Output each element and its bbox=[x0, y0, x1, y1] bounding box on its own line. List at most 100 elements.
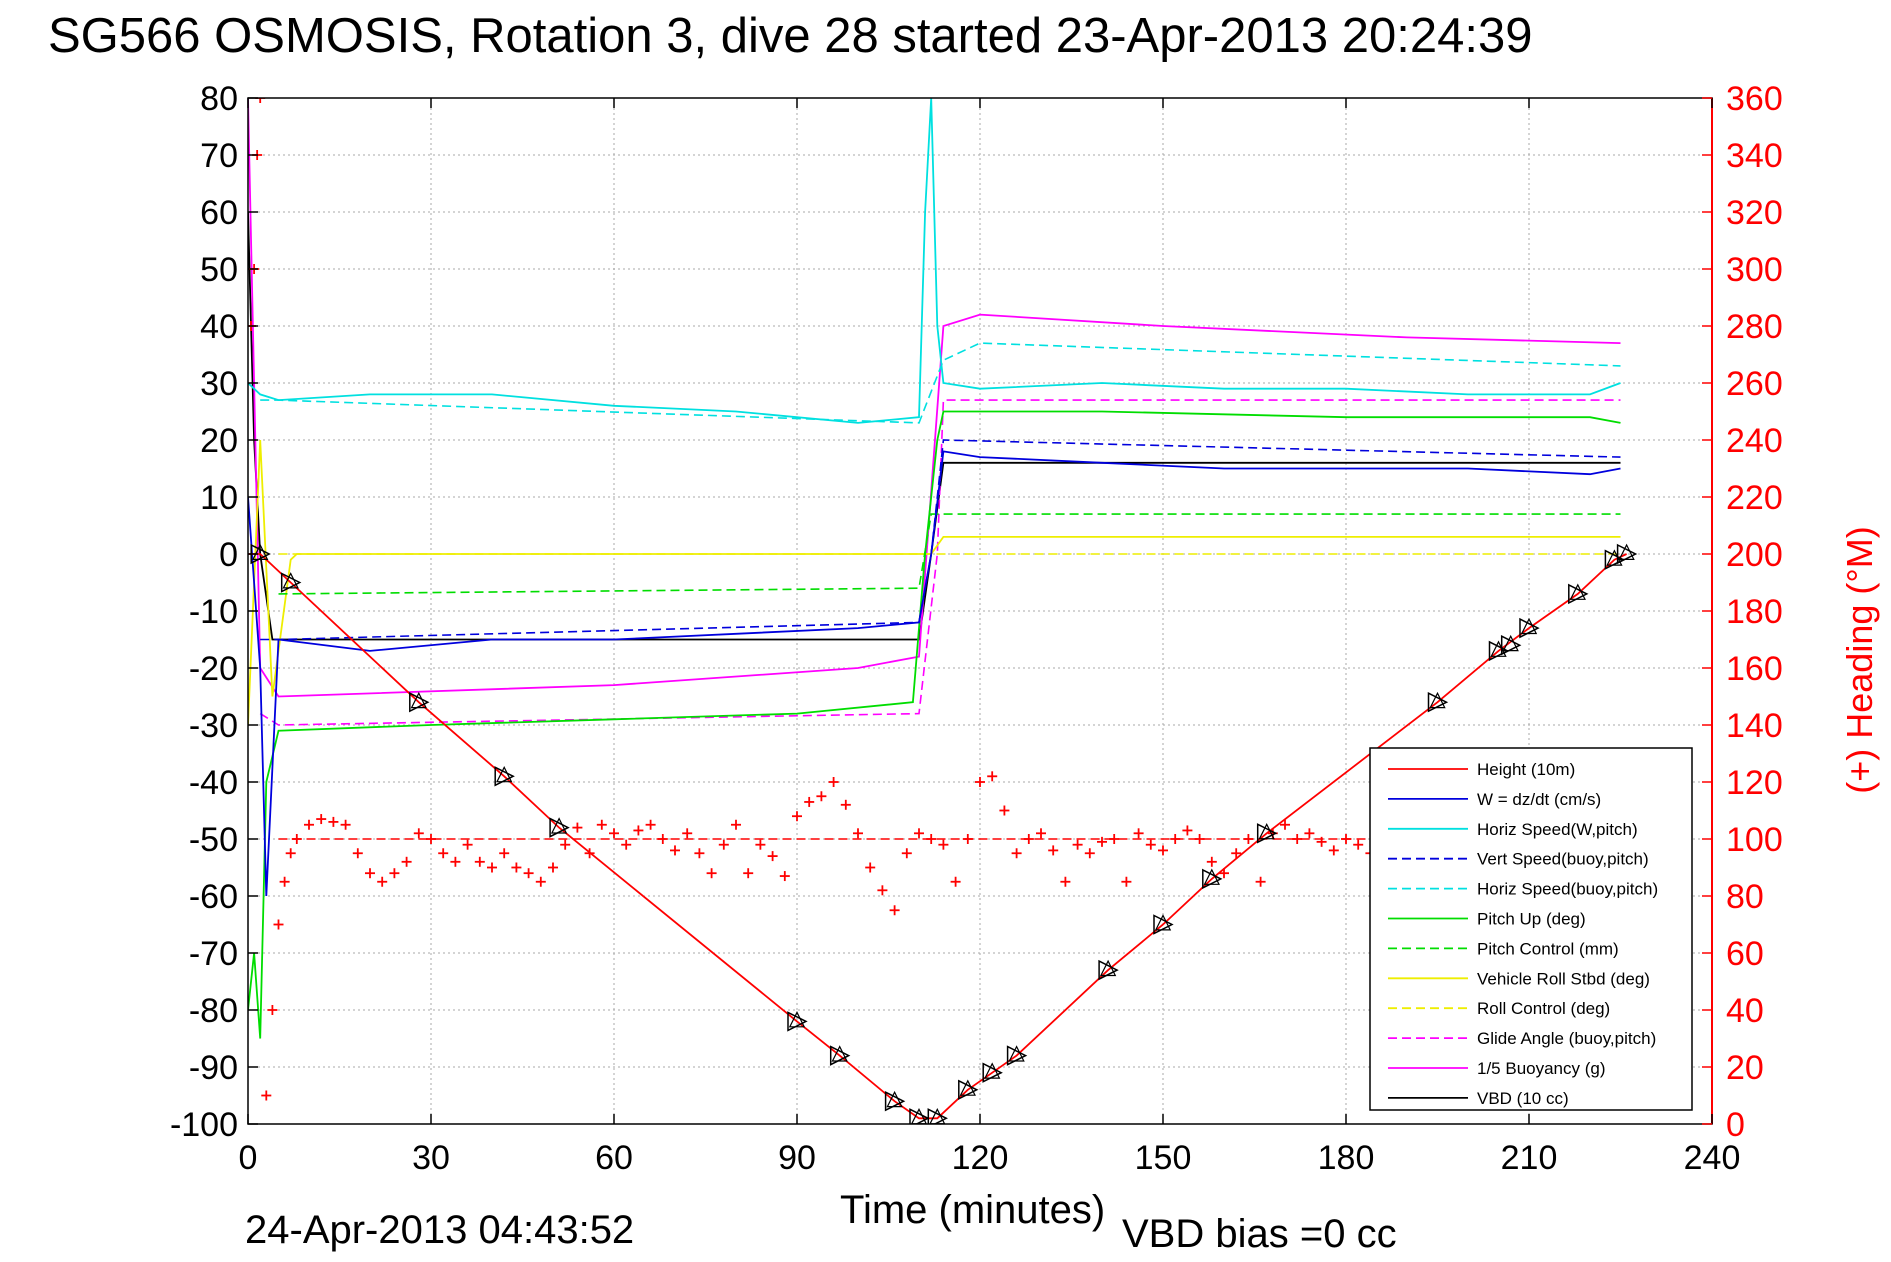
heading-point bbox=[1170, 834, 1181, 844]
x-tick-label: 0 bbox=[239, 1139, 258, 1177]
heading-point bbox=[1316, 836, 1327, 847]
heading-point bbox=[328, 816, 339, 827]
heading-point bbox=[1109, 834, 1120, 844]
heading-point bbox=[901, 848, 912, 859]
legend-box bbox=[1369, 747, 1693, 1111]
right-tick-label: 0 bbox=[1726, 1106, 1745, 1144]
footer-date: 24-Apr-2013 04:43:52 bbox=[245, 1208, 635, 1252]
right-tick-label: 220 bbox=[1726, 479, 1783, 517]
heading-point bbox=[694, 848, 705, 859]
heading-point bbox=[865, 862, 876, 873]
dive-marker bbox=[409, 691, 430, 713]
heading-point bbox=[1011, 848, 1022, 859]
series-w-dz-dt-cm-s bbox=[248, 450, 1621, 897]
right-tick-label: 200 bbox=[1726, 536, 1783, 574]
heading-point bbox=[462, 839, 473, 850]
dive-marker bbox=[1519, 617, 1540, 639]
heading-point bbox=[621, 839, 632, 850]
heading-point bbox=[413, 828, 424, 839]
heading-point bbox=[499, 848, 510, 859]
heading-point bbox=[962, 834, 973, 844]
heading-point bbox=[670, 845, 680, 856]
heading-point bbox=[975, 777, 985, 787]
right-tick-label: 280 bbox=[1726, 308, 1783, 346]
heading-point bbox=[1206, 856, 1217, 867]
heading-point bbox=[889, 905, 900, 916]
y-tick-label: 20 bbox=[200, 422, 238, 460]
heading-point bbox=[828, 777, 839, 787]
dive-marker bbox=[1427, 691, 1449, 713]
y-tick-label: -40 bbox=[189, 764, 238, 802]
heading-point bbox=[1328, 845, 1339, 856]
heading-point bbox=[316, 814, 327, 825]
heading-point bbox=[560, 839, 571, 850]
heading-point bbox=[596, 819, 607, 830]
series-glide-angle-buoy-pitch bbox=[259, 399, 1621, 726]
legend-entry-height-10m: Height (10m) bbox=[1477, 760, 1575, 779]
heading-point bbox=[304, 819, 314, 830]
heading-point bbox=[1353, 839, 1364, 850]
x-axis-label: Time (minutes) bbox=[840, 1188, 1106, 1232]
heading-point bbox=[682, 828, 693, 839]
right-tick-label: 180 bbox=[1726, 593, 1783, 631]
dive-marker bbox=[1006, 1045, 1028, 1066]
y-tick-label: 30 bbox=[200, 365, 238, 403]
right-tick-label: 340 bbox=[1726, 137, 1783, 175]
right-tick-label: 120 bbox=[1726, 764, 1783, 802]
heading-point bbox=[609, 828, 619, 839]
y-tick-label: -100 bbox=[170, 1106, 238, 1144]
y-tick-label: 50 bbox=[200, 251, 238, 289]
heading-point bbox=[487, 862, 497, 873]
heading-point bbox=[511, 862, 522, 873]
heading-point bbox=[633, 825, 644, 836]
legend-entry-w-dz-dt-cm-s: W = dz/dt (cm/s) bbox=[1477, 790, 1601, 809]
dive-marker bbox=[829, 1045, 851, 1066]
series-pitch-up-deg bbox=[248, 410, 1621, 1039]
dive-marker bbox=[1098, 959, 1119, 981]
heading-point bbox=[1231, 848, 1242, 859]
heading-point bbox=[1292, 834, 1303, 844]
heading-point bbox=[1341, 834, 1351, 844]
heading-point bbox=[1145, 839, 1156, 850]
heading-point bbox=[267, 1005, 278, 1015]
right-tick-label: 240 bbox=[1726, 422, 1783, 460]
dive-marker bbox=[884, 1090, 906, 1112]
series-vehicle-roll-stbd-deg bbox=[248, 439, 1621, 726]
x-tick-label: 60 bbox=[595, 1139, 633, 1177]
y-tick-label: -70 bbox=[189, 935, 238, 973]
y-tick-label: 40 bbox=[200, 308, 238, 346]
legend: Height (10m) W = dz/dt (cm/s) Horiz Speed(… bbox=[1369, 747, 1693, 1111]
heading-point bbox=[877, 885, 888, 896]
heading-point bbox=[1243, 834, 1254, 844]
y-tick-label: 60 bbox=[200, 194, 238, 232]
dive-marker bbox=[280, 572, 302, 593]
legend-entry-1-5-buoyancy-g: 1/5 Buoyancy (g) bbox=[1477, 1059, 1606, 1078]
dive-marker bbox=[1568, 583, 1589, 605]
legend-entry-glide-angle-buoy-pitch: Glide Angle (buoy,pitch) bbox=[1477, 1029, 1656, 1048]
heading-point bbox=[840, 799, 851, 810]
heading-point bbox=[779, 871, 790, 882]
right-tick-label: 100 bbox=[1726, 821, 1783, 859]
y-tick-label: -80 bbox=[189, 992, 238, 1030]
heading-point bbox=[706, 868, 717, 879]
legend-entry-horiz-speed-w-pitch: Horiz Speed(W,pitch) bbox=[1477, 820, 1638, 839]
heading-point bbox=[1097, 836, 1107, 847]
heading-point bbox=[743, 868, 754, 879]
dive-marker bbox=[982, 1062, 1003, 1083]
heading-point bbox=[938, 839, 949, 850]
legend-entry-vbd-10-cc: VBD (10 cc) bbox=[1477, 1089, 1569, 1108]
series-height-10m bbox=[248, 553, 1627, 1120]
y-tick-label: -20 bbox=[189, 650, 238, 688]
heading-point bbox=[352, 848, 363, 859]
right-tick-label: 300 bbox=[1726, 251, 1783, 289]
y-tick-label: 10 bbox=[200, 479, 238, 517]
heading-point bbox=[1121, 876, 1132, 887]
right-tick-label: 260 bbox=[1726, 365, 1783, 403]
dive-marker bbox=[1616, 543, 1638, 565]
dive-marker bbox=[1500, 634, 1522, 656]
series-layer bbox=[248, 98, 1627, 1120]
heading-point bbox=[657, 834, 668, 844]
x-tick-label: 120 bbox=[952, 1139, 1009, 1177]
heading-point bbox=[804, 796, 815, 807]
y-tick-label: -90 bbox=[189, 1049, 238, 1087]
